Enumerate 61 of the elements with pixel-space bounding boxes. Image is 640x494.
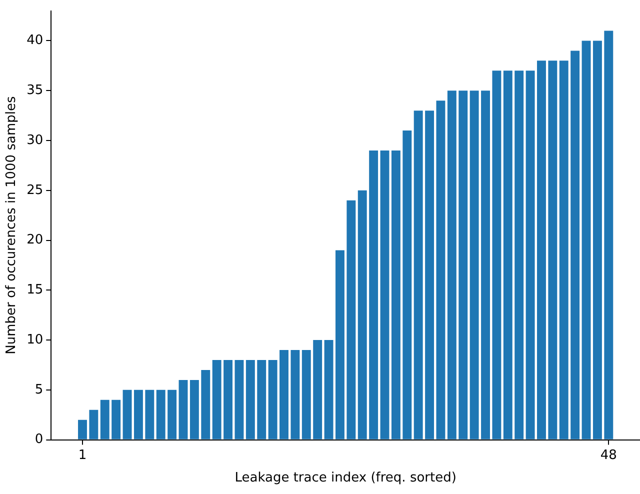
- bar: [212, 360, 222, 440]
- bar: [246, 360, 255, 440]
- bar: [178, 380, 188, 440]
- bar: [570, 50, 580, 440]
- bar: [604, 30, 614, 440]
- y-tick-label: 0: [34, 432, 44, 448]
- bar: [526, 70, 535, 440]
- bar: [414, 110, 423, 440]
- bar: [234, 360, 244, 440]
- x-tick-label: 48: [600, 448, 617, 463]
- x-tick-label: 1: [78, 448, 87, 463]
- bar: [168, 390, 177, 440]
- bar: [592, 40, 602, 440]
- bar: [559, 60, 568, 440]
- y-tick-label: 40: [26, 33, 44, 48]
- bar: [402, 130, 412, 440]
- bar: [380, 150, 390, 440]
- y-tick-label: 15: [26, 282, 44, 298]
- x-axis-title: Leakage trace index (freq. sorted): [234, 470, 456, 486]
- bar: [447, 90, 456, 440]
- bar: [537, 60, 546, 440]
- bar: [190, 380, 199, 440]
- bar: [257, 360, 266, 440]
- bar: [280, 350, 288, 440]
- y-axis-title: Number of occurences in 1000 samples: [4, 96, 20, 354]
- bar: [335, 250, 344, 440]
- bar: [313, 340, 322, 440]
- bar: [224, 360, 232, 440]
- bar: [458, 90, 468, 440]
- bar: [346, 200, 356, 440]
- bar: [268, 360, 278, 440]
- bar: [302, 350, 311, 440]
- bar: [369, 150, 378, 440]
- bar: [122, 390, 132, 440]
- bar: [290, 350, 300, 440]
- bar: [582, 40, 591, 440]
- bar: [358, 190, 367, 440]
- bar: [78, 420, 87, 440]
- bar: [134, 390, 143, 440]
- bar: [514, 70, 524, 440]
- y-tick-label: 20: [26, 232, 44, 248]
- bar: [436, 100, 446, 440]
- bar: [112, 400, 121, 440]
- y-tick-label: 5: [34, 382, 44, 398]
- y-tick-label: 30: [26, 132, 44, 148]
- bar: [89, 410, 98, 440]
- bar: [481, 90, 490, 440]
- bar: [100, 400, 110, 440]
- bar: [425, 110, 434, 440]
- y-tick-label: 25: [26, 182, 44, 198]
- bar: [324, 340, 334, 440]
- bar: [548, 60, 558, 440]
- bar: [201, 370, 210, 440]
- bar: [470, 90, 479, 440]
- bar: [156, 390, 166, 440]
- bar: [391, 150, 400, 440]
- bar: [492, 70, 502, 440]
- bar: [145, 390, 154, 440]
- y-tick-label: 10: [26, 332, 44, 348]
- bar: [503, 70, 512, 440]
- y-tick-label: 35: [26, 82, 44, 98]
